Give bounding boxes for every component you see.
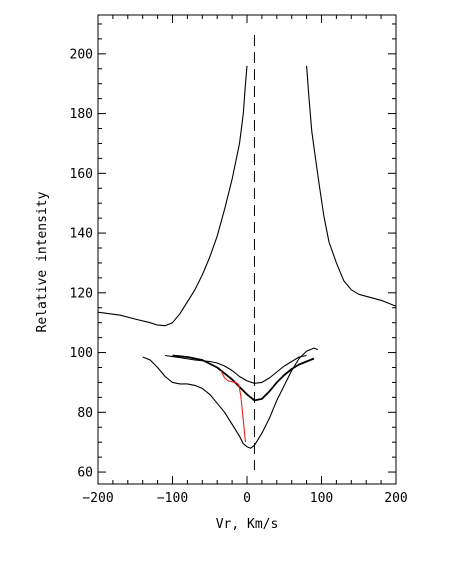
x-tick-label: −200 [82,491,113,506]
y-axis-title: Relative intensity [35,191,50,332]
x-tick-label: −100 [157,491,188,506]
x-tick-label: 0 [243,491,251,506]
series-line-2 [306,65,397,307]
y-tick-label: 160 [70,167,93,182]
plot-frame [97,14,397,485]
series-line-4 [165,354,307,384]
series-layer [97,65,397,449]
x-tick-label: 100 [310,491,333,506]
axis-ticks [97,15,397,484]
series-line-1 [97,65,248,327]
plot-border [97,14,397,485]
y-tick-label: 140 [70,227,93,242]
tick-labels: −200 −100 0 100 200 60 80 100 120 140 160 180 200 [70,47,408,506]
x-axis-title: Vr, Km/s [216,517,279,532]
series-line-6 [220,370,247,443]
y-tick-label: 80 [77,406,93,421]
y-tick-label: 200 [70,47,93,62]
y-tick-label: 120 [70,286,93,301]
y-tick-label: 100 [70,346,93,361]
y-tick-label: 180 [70,107,93,122]
y-tick-label: 60 [77,466,93,481]
series-line-5 [172,354,315,402]
x-tick-label: 200 [384,491,407,506]
series-line-3 [142,347,319,449]
